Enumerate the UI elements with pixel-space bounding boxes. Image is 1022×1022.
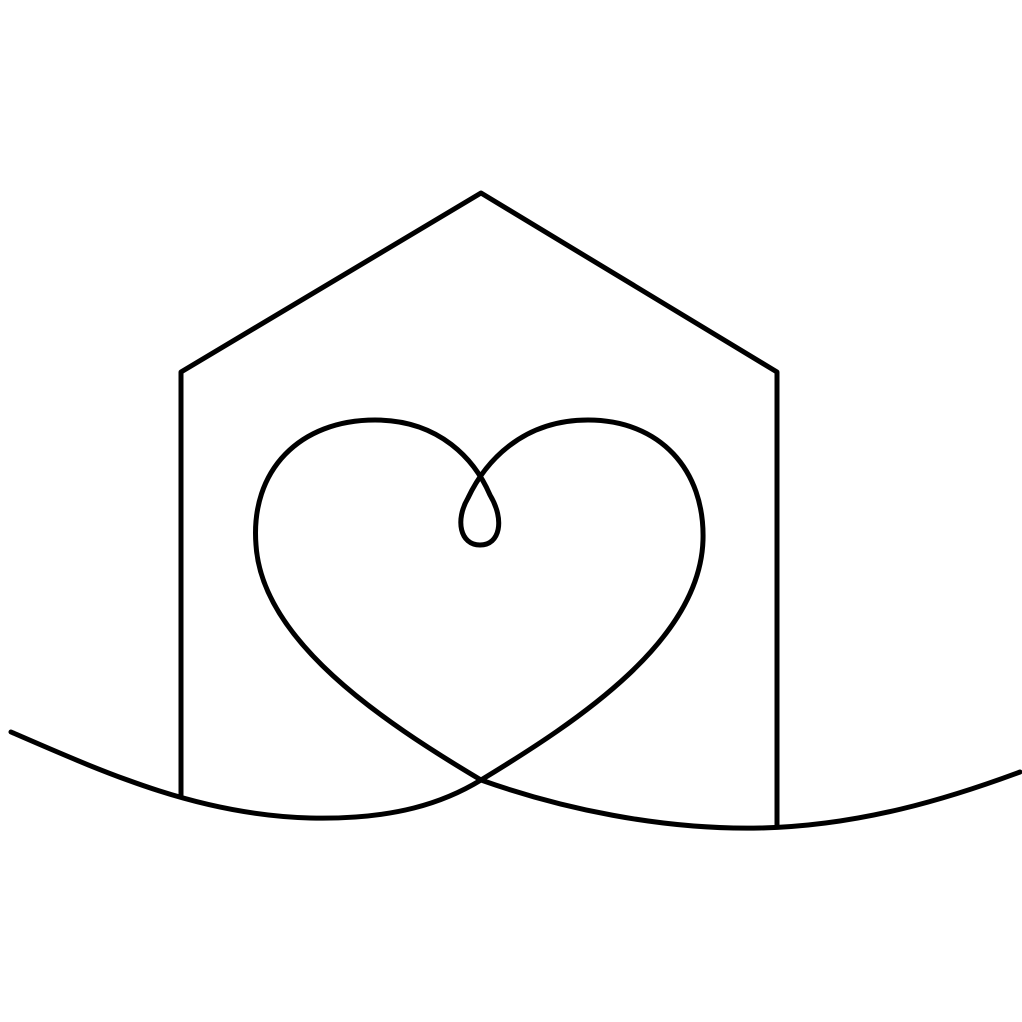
heart-shape xyxy=(253,417,706,783)
ground-wave-line xyxy=(8,729,1022,831)
house-outline xyxy=(178,190,780,830)
